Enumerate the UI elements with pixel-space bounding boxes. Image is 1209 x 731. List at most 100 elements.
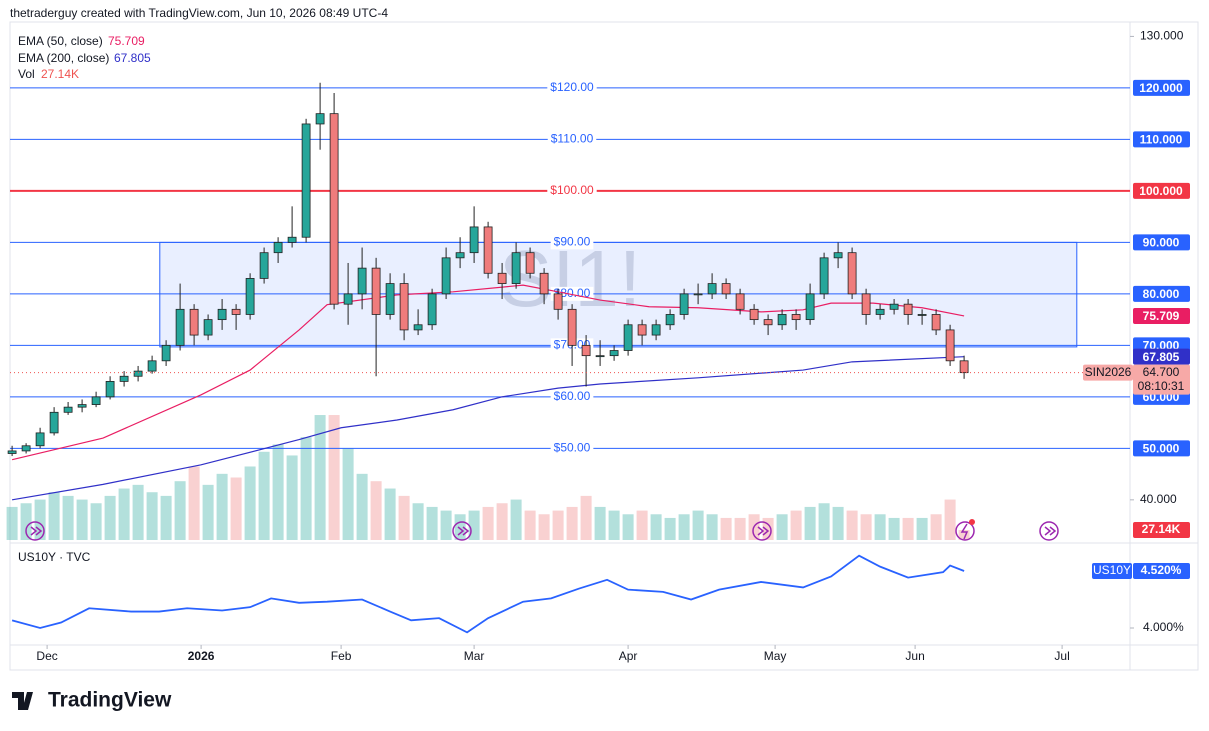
hline-axis-label-bg	[1133, 182, 1190, 199]
candle-body	[343, 293, 353, 305]
candle-body	[539, 272, 549, 295]
countdown: 08:10:31	[1138, 379, 1185, 393]
x-tick-label: Apr	[619, 649, 638, 663]
volume-bar	[314, 415, 326, 540]
candle-body	[511, 252, 521, 284]
x-tick-label: Mar	[464, 649, 485, 663]
candle-body	[301, 123, 311, 238]
volume-bar	[608, 510, 620, 540]
volume-bar	[384, 488, 396, 540]
volume-bar	[804, 506, 816, 540]
volume-bar	[650, 514, 662, 540]
hline-axis-label: 90.000	[1143, 236, 1180, 250]
hline-label: $50.00	[554, 441, 591, 455]
ema-axis-label-bg	[1133, 307, 1190, 324]
volume-bar	[888, 517, 900, 540]
volume-bar	[132, 484, 144, 540]
replay-icons[interactable]	[25, 521, 1059, 541]
candle-body	[553, 293, 563, 310]
candle-body	[889, 303, 899, 310]
candle-body	[273, 241, 283, 254]
rate-tag-bg	[1092, 563, 1132, 580]
hline-axis-label-bg	[1133, 234, 1190, 251]
volume-axis-bg	[1133, 522, 1190, 539]
legend-vol-value: 27.14K	[41, 67, 79, 81]
header: thetraderguy created with TradingView.co…	[10, 6, 388, 20]
hline-label: $120.00	[550, 80, 594, 94]
hline-label: $90.00	[554, 235, 591, 249]
candle-body	[161, 344, 171, 362]
candle-body	[805, 293, 815, 321]
candle-body	[693, 293, 703, 296]
candle-body	[203, 319, 213, 336]
hline-label-bg	[547, 183, 597, 198]
y-tick-label: 130.000	[1140, 29, 1184, 43]
hline-axis-label: 120.000	[1139, 81, 1183, 95]
logo	[12, 692, 33, 710]
x-tick-label: Dec	[36, 649, 57, 663]
candle-body	[609, 350, 619, 357]
candle-body	[875, 308, 885, 315]
candle-body	[385, 283, 395, 315]
rate-tick-label: 4.000%	[1143, 620, 1184, 634]
candle-body	[497, 272, 507, 284]
volume-bar	[860, 514, 872, 540]
candle-body	[287, 236, 297, 243]
hline-label: $100.00	[550, 183, 594, 197]
volume-bar	[328, 415, 340, 540]
volume-bar	[342, 448, 354, 540]
volume-bar	[104, 495, 116, 540]
volume-bar	[146, 492, 158, 540]
volume-bar	[580, 495, 592, 540]
volume-bar	[272, 444, 284, 540]
candle-body	[119, 375, 129, 382]
hline-axis-label-bg	[1133, 285, 1190, 302]
volume-bar	[90, 503, 102, 540]
volume-bar	[664, 517, 676, 540]
candle-body	[567, 308, 577, 346]
volume-bar	[202, 484, 214, 540]
volume-bar	[412, 503, 424, 540]
hline-axis-label: 80.000	[1143, 287, 1180, 301]
candle-body	[637, 324, 647, 336]
volume-bar	[538, 514, 550, 540]
volume-bar	[426, 506, 438, 540]
volume-bar	[524, 510, 536, 540]
hline-axis-label-bg	[1133, 131, 1190, 148]
candle-body	[707, 283, 717, 295]
volume-bar	[776, 514, 788, 540]
volume-bar	[244, 466, 256, 540]
volume-bar	[482, 506, 494, 540]
volume-bar	[160, 495, 172, 540]
candle-body	[217, 308, 227, 321]
candle-body	[413, 324, 423, 331]
legend-vol: Vol	[18, 67, 35, 81]
hline-label-bg	[547, 132, 597, 147]
volume-bar	[636, 510, 648, 540]
candle-body	[623, 324, 633, 351]
volume-bar	[958, 530, 970, 540]
volume-bar	[440, 510, 452, 540]
volume-bar	[720, 517, 732, 540]
volume-bar	[790, 510, 802, 540]
candle-body	[469, 226, 479, 254]
candle-body	[63, 406, 73, 413]
volume-bar	[902, 517, 914, 540]
candle-body	[371, 267, 381, 315]
candle-body	[455, 252, 465, 259]
plot-layer: 130.000 40.000 $120.00 120.000 $110.00 110.00…	[6, 29, 1190, 663]
volume-bar	[594, 506, 606, 540]
volume-bar	[286, 455, 298, 540]
ema-axis-label: 75.709	[1143, 309, 1180, 323]
hline-axis-label: 50.000	[1143, 442, 1180, 456]
volume-bar	[916, 517, 928, 540]
volume-bar	[20, 503, 32, 540]
candle-body	[399, 283, 409, 331]
brand: TradingView	[48, 689, 172, 712]
candle-body	[903, 303, 913, 315]
candle-body	[427, 293, 437, 326]
x-tick-label: May	[764, 649, 787, 663]
ema-axis-label-bg	[1133, 348, 1190, 365]
volume-bar	[174, 481, 186, 540]
